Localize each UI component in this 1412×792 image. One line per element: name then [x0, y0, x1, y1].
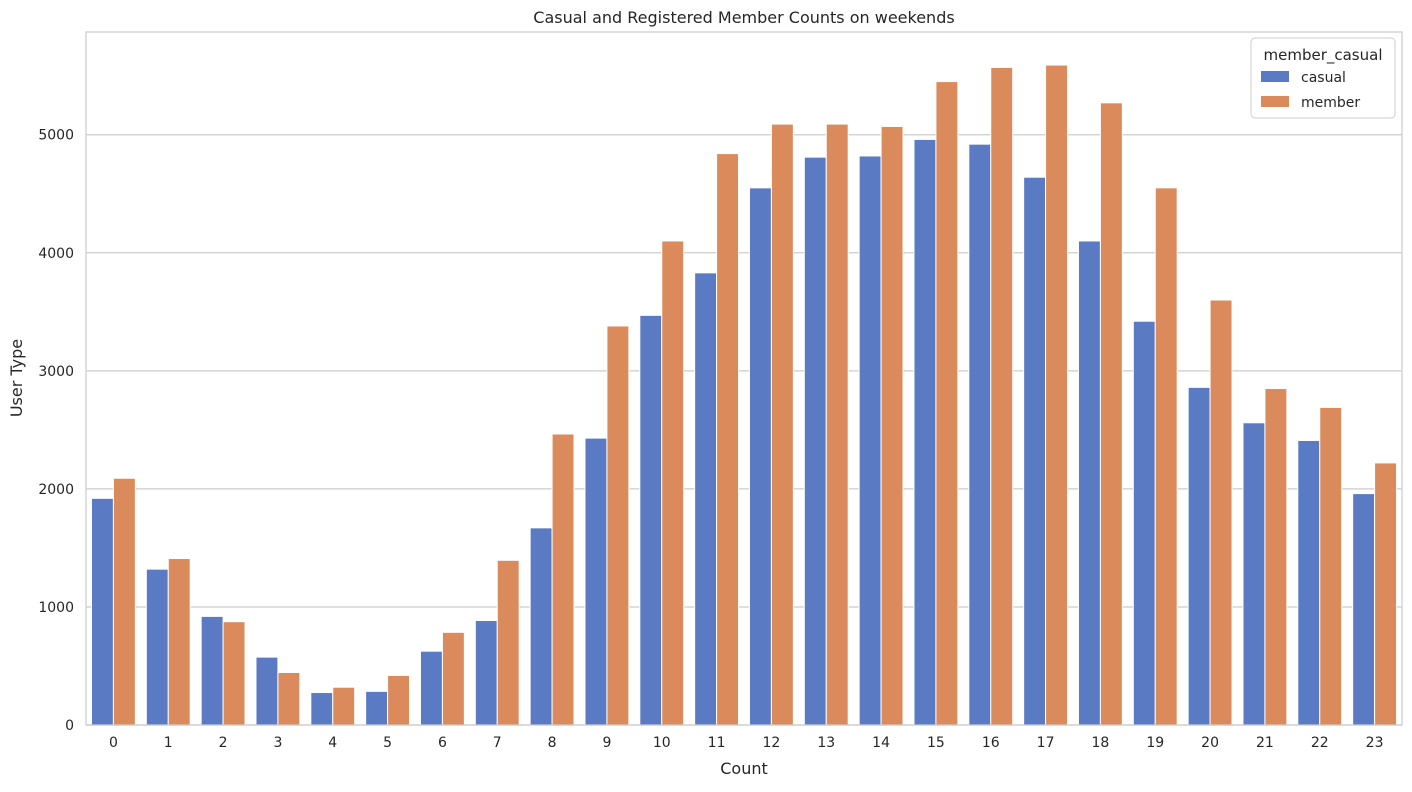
y-tick-label: 3000	[38, 364, 74, 380]
bar-casual-6	[419, 650, 443, 726]
bar-casual-22	[1297, 439, 1321, 726]
legend-swatch-member	[1261, 96, 1289, 107]
bar-casual-21	[1242, 422, 1266, 726]
bar-member-10	[661, 240, 685, 726]
x-tick-label: 11	[708, 735, 726, 751]
bar-member-18	[1099, 102, 1123, 726]
bar-casual-7	[474, 620, 498, 726]
x-tick-label: 18	[1092, 735, 1110, 751]
y-tick-label: 1000	[38, 600, 74, 616]
x-tick-label: 20	[1201, 735, 1219, 751]
y-tick-label: 2000	[38, 482, 74, 498]
x-tick-label: 5	[383, 735, 392, 751]
x-tick-label: 0	[109, 735, 118, 751]
bar-member-22	[1319, 406, 1343, 726]
y-tick-label: 5000	[38, 128, 74, 144]
bar-member-0	[112, 477, 136, 726]
bar-casual-20	[1187, 386, 1211, 726]
bars	[90, 64, 1398, 726]
x-tick-label: 15	[927, 735, 945, 751]
x-axis-label: Count	[720, 759, 768, 778]
bar-casual-13	[803, 156, 827, 726]
bar-casual-3	[255, 656, 279, 726]
bar-casual-1	[145, 568, 169, 726]
legend-label-casual: casual	[1301, 70, 1346, 86]
bar-member-9	[606, 325, 630, 726]
bar-casual-2	[200, 615, 224, 726]
legend-swatch-casual	[1261, 71, 1289, 82]
bar-member-16	[990, 66, 1014, 726]
bar-member-1	[167, 558, 191, 726]
bar-member-13	[825, 123, 849, 726]
bar-member-8	[551, 433, 575, 726]
x-tick-label: 14	[872, 735, 890, 751]
bar-casual-5	[365, 690, 389, 726]
bar-casual-15	[913, 138, 937, 726]
bar-member-19	[1154, 187, 1178, 726]
bar-casual-19	[1132, 320, 1156, 726]
y-tick-labels: 0 1000 2000 3000 4000 5000	[38, 128, 74, 734]
x-tick-label: 23	[1366, 735, 1384, 751]
x-tick-label: 12	[763, 735, 781, 751]
x-tick-label: 3	[273, 735, 282, 751]
x-tick-label: 10	[653, 735, 671, 751]
bar-casual-14	[858, 155, 882, 726]
bar-member-7	[496, 559, 520, 726]
bar-member-23	[1374, 462, 1398, 726]
legend-title: member_casual	[1264, 46, 1383, 65]
x-tick-label: 22	[1311, 735, 1329, 751]
bar-member-14	[880, 125, 904, 726]
bar-casual-23	[1352, 493, 1376, 726]
bar-casual-9	[584, 437, 608, 726]
bar-member-3	[277, 671, 301, 726]
bar-casual-16	[968, 143, 992, 726]
x-tick-label: 1	[164, 735, 173, 751]
bar-casual-18	[1077, 240, 1101, 726]
bar-casual-10	[639, 314, 663, 726]
bar-member-15	[935, 81, 959, 726]
bar-member-11	[716, 153, 740, 726]
x-tick-label: 4	[328, 735, 337, 751]
legend-label-member: member	[1301, 95, 1360, 111]
chart-title: Casual and Registered Member Counts on w…	[533, 8, 954, 27]
bar-casual-8	[529, 527, 553, 726]
bar-member-5	[387, 674, 411, 726]
x-tick-label: 6	[438, 735, 447, 751]
x-tick-label: 9	[602, 735, 611, 751]
x-tick-label: 19	[1146, 735, 1164, 751]
x-tick-label: 17	[1037, 735, 1055, 751]
x-tick-label: 13	[817, 735, 835, 751]
y-tick-label: 4000	[38, 246, 74, 262]
bar-casual-4	[310, 692, 334, 726]
x-tick-label: 2	[219, 735, 228, 751]
bar-member-2	[222, 621, 246, 726]
y-axis-label: User Type	[7, 339, 26, 417]
x-tick-label: 8	[548, 735, 557, 751]
bar-member-4	[332, 686, 356, 726]
bar-member-12	[770, 123, 794, 726]
bar-member-6	[441, 631, 465, 726]
x-tick-label: 21	[1256, 735, 1274, 751]
legend: member_casual casual member	[1250, 37, 1396, 119]
bar-casual-0	[90, 497, 114, 726]
x-tick-label: 7	[493, 735, 502, 751]
plot-frame	[85, 31, 1403, 726]
x-tick-labels: 0 1 2 3 4 5 6 7 8 9 10 11 12 13 14 15 16 17 18 19 20 21 22 23	[109, 735, 1384, 751]
bar-casual-12	[748, 187, 772, 726]
bar-casual-11	[694, 272, 718, 726]
bar-member-21	[1264, 388, 1288, 726]
y-tick-label: 0	[65, 718, 74, 734]
bar-casual-17	[1023, 176, 1047, 726]
bar-member-20	[1209, 299, 1233, 726]
x-tick-label: 16	[982, 735, 1000, 751]
bar-member-17	[1045, 64, 1069, 726]
